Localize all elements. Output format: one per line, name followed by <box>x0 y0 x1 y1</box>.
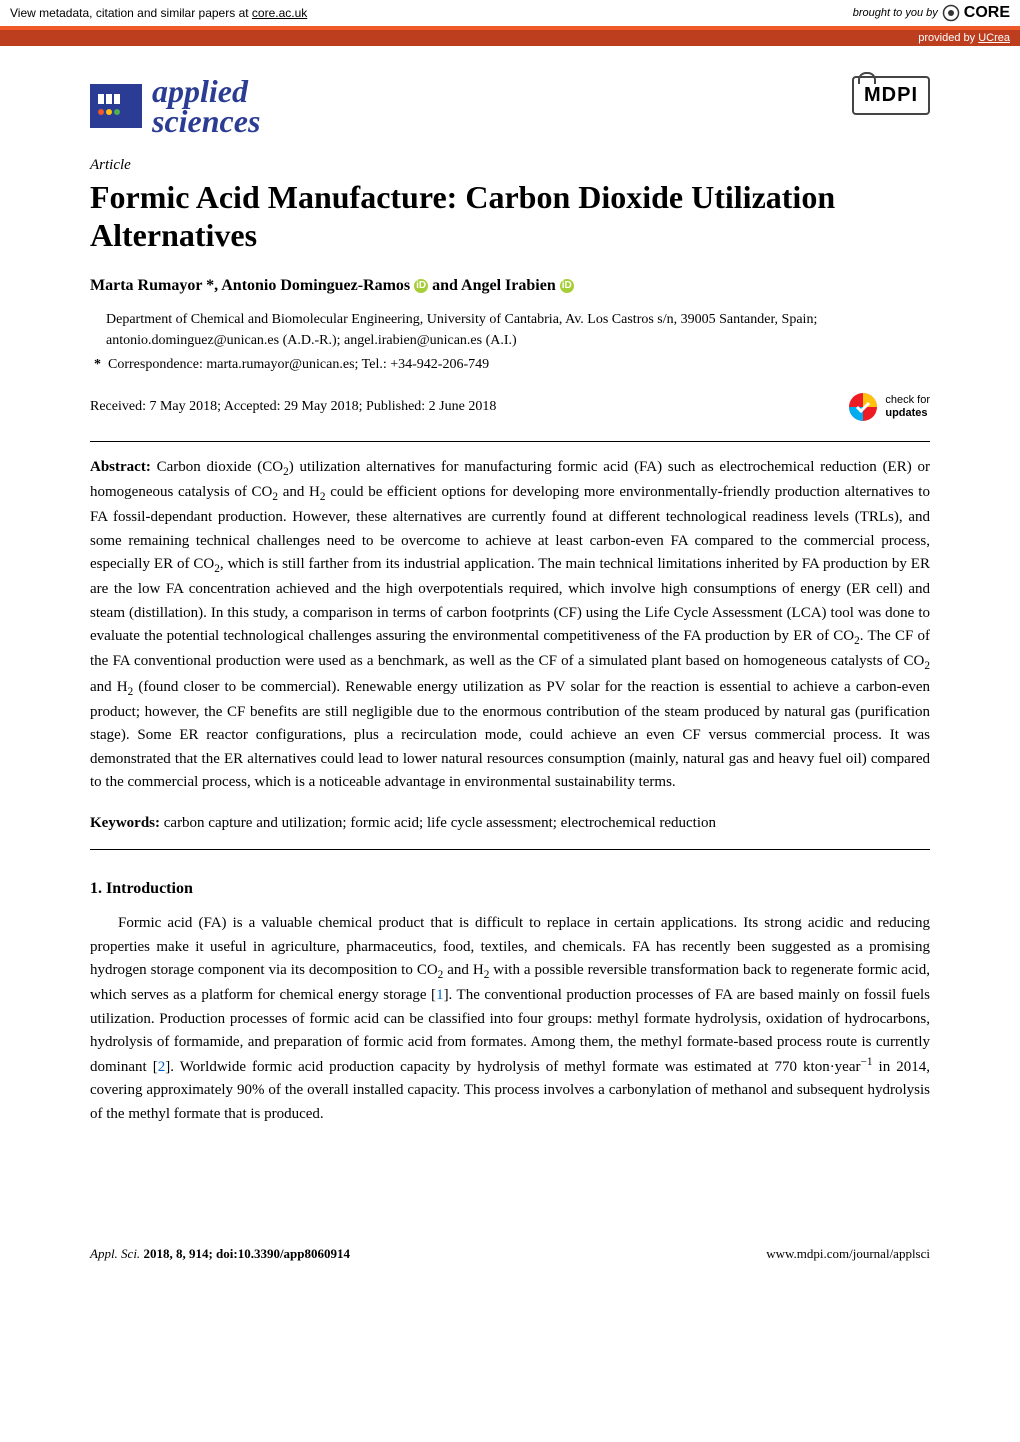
keywords-text: carbon capture and utilization; formic a… <box>160 815 716 831</box>
orcid-icon[interactable]: iD <box>414 279 428 293</box>
footer-journal: Appl. Sci. <box>90 1246 140 1261</box>
journal-logo-icon <box>90 84 142 128</box>
p-t2: and H <box>443 962 483 978</box>
abs-t8: (found closer to be commercial). Renewab… <box>90 679 930 790</box>
reference-link[interactable]: 1 <box>436 987 444 1003</box>
mdpi-logo[interactable]: MDPI <box>852 76 930 115</box>
authors-part1: Marta Rumayor *, Antonio Dominguez-Ramos <box>90 277 410 294</box>
footer-right[interactable]: www.mdpi.com/journal/applsci <box>766 1246 930 1262</box>
divider <box>90 849 930 850</box>
article-type: Article <box>90 157 930 174</box>
keywords-label: Keywords: <box>90 815 160 831</box>
divider <box>90 441 930 442</box>
sup: −1 <box>861 1056 873 1068</box>
core-link[interactable]: core.ac.uk <box>252 6 307 20</box>
brought-by-text: brought to you by <box>853 7 938 19</box>
core-label: CORE <box>964 4 1010 22</box>
article-dates: Received: 7 May 2018; Accepted: 29 May 2… <box>90 399 496 415</box>
dates-row: Received: 7 May 2018; Accepted: 29 May 2… <box>90 391 930 423</box>
authors-line: Marta Rumayor *, Antonio Dominguez-Ramos… <box>90 277 930 295</box>
abstract-label: Abstract: <box>90 459 151 475</box>
journal-name: applied sciences <box>152 76 260 137</box>
footer-citation: 2018, 8, 914; doi:10.3390/app8060914 <box>143 1246 350 1261</box>
provider-link[interactable]: UCrea <box>978 32 1010 44</box>
core-banner-sub: provided by UCrea <box>0 30 1020 46</box>
page-content: applied sciences MDPI Article Formic Aci… <box>0 46 1020 1166</box>
core-icon <box>942 4 960 22</box>
journal-logo: applied sciences <box>90 76 260 137</box>
corr-star: * <box>94 357 101 372</box>
core-brand: brought to you by CORE <box>853 4 1010 22</box>
corr-text: Correspondence: marta.rumayor@unican.es;… <box>108 357 489 372</box>
abs-t1: Carbon dioxide (CO <box>151 459 283 475</box>
updates-text: check for updates <box>885 394 930 418</box>
banner-text: View metadata, citation and similar pape… <box>10 6 252 20</box>
sub: 2 <box>924 660 930 672</box>
core-logo[interactable]: CORE <box>942 4 1010 22</box>
keywords: Keywords: carbon capture and utilization… <box>90 812 930 835</box>
header-row: applied sciences MDPI <box>90 76 930 137</box>
abstract: Abstract: Carbon dioxide (CO2) utilizati… <box>90 456 930 795</box>
p-t5: ]. Worldwide formic acid production capa… <box>165 1059 860 1075</box>
updates-bottom: updates <box>885 407 930 419</box>
updates-top: check for <box>885 394 930 406</box>
article-title: Formic Acid Manufacture: Carbon Dioxide … <box>90 178 930 255</box>
abs-t3: and H <box>278 484 320 500</box>
banner-metadata-text: View metadata, citation and similar pape… <box>10 6 307 20</box>
authors-part2: and Angel Irabien <box>428 277 556 294</box>
abs-t7: and H <box>90 679 128 695</box>
body-paragraph: Formic acid (FA) is a valuable chemical … <box>90 912 930 1125</box>
affiliation: Department of Chemical and Biomolecular … <box>106 309 930 351</box>
section-heading: 1. Introduction <box>90 880 930 898</box>
correspondence: * Correspondence: marta.rumayor@unican.e… <box>94 357 930 373</box>
check-updates-badge[interactable]: check for updates <box>847 391 930 423</box>
footer-left: Appl. Sci. 2018, 8, 914; doi:10.3390/app… <box>90 1246 350 1262</box>
page-footer: Appl. Sci. 2018, 8, 914; doi:10.3390/app… <box>0 1246 1020 1262</box>
orcid-icon[interactable]: iD <box>560 279 574 293</box>
provided-by-text: provided by <box>918 32 978 44</box>
journal-name-2: sciences <box>152 106 260 136</box>
core-banner-top: View metadata, citation and similar pape… <box>0 0 1020 30</box>
crossmark-icon <box>847 391 879 423</box>
journal-name-1: applied <box>152 76 260 106</box>
